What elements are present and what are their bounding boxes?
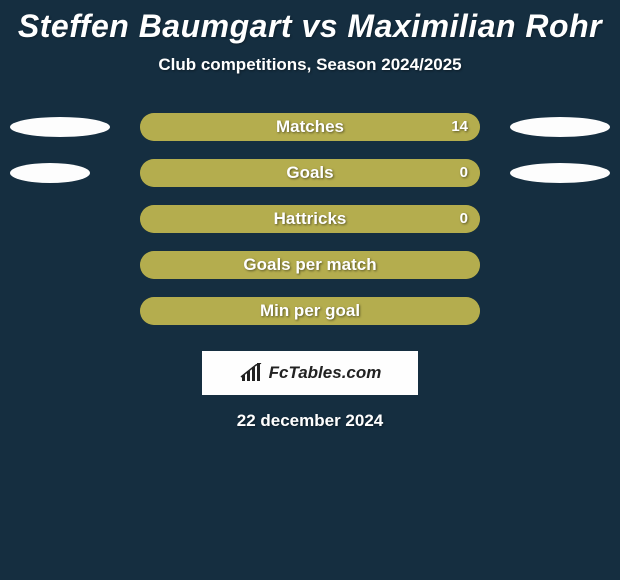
stat-bar [140, 205, 480, 233]
page-title: Steffen Baumgart vs Maximilian Rohr [0, 0, 620, 45]
stat-bar [140, 113, 480, 141]
ellipse-marker-left [10, 117, 110, 137]
ellipse-marker-right [510, 163, 610, 183]
stat-bar-fill [140, 297, 480, 325]
ellipse-marker-right [510, 117, 610, 137]
comparison-infographic: Steffen Baumgart vs Maximilian Rohr Club… [0, 0, 620, 580]
stat-rows: Matches14Goals0Hattricks0Goals per match… [0, 113, 620, 343]
stat-bar-fill [140, 159, 480, 187]
stat-bar [140, 297, 480, 325]
logo-box: FcTables.com [202, 351, 418, 395]
stat-row: Goals0 [0, 159, 620, 205]
stat-bar-fill [140, 113, 480, 141]
ellipse-marker-left [10, 163, 90, 183]
stat-bar [140, 251, 480, 279]
stat-row: Goals per match [0, 251, 620, 297]
stat-value-right: 0 [460, 159, 468, 187]
stat-row: Hattricks0 [0, 205, 620, 251]
stat-value-right: 14 [451, 113, 468, 141]
stat-row: Matches14 [0, 113, 620, 159]
page-subtitle: Club competitions, Season 2024/2025 [0, 55, 620, 75]
date-text: 22 december 2024 [0, 411, 620, 431]
stat-value-right: 0 [460, 205, 468, 233]
stat-bar-fill [140, 205, 480, 233]
logo-text: FcTables.com [269, 363, 382, 383]
stat-row: Min per goal [0, 297, 620, 343]
chart-icon [239, 363, 265, 383]
stat-bar [140, 159, 480, 187]
stat-bar-fill [140, 251, 480, 279]
